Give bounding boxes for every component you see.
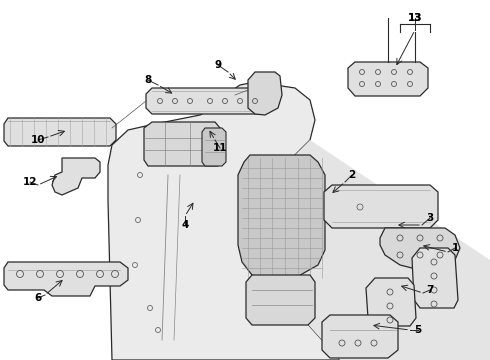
Text: 4: 4: [181, 220, 189, 230]
Text: 7: 7: [426, 285, 434, 295]
Polygon shape: [322, 315, 398, 358]
Text: 6: 6: [34, 293, 42, 303]
Polygon shape: [268, 140, 490, 360]
Polygon shape: [412, 248, 458, 308]
Text: 1: 1: [451, 243, 459, 253]
Polygon shape: [144, 122, 222, 166]
Text: 8: 8: [145, 75, 151, 85]
Text: 5: 5: [415, 325, 421, 335]
Text: 12: 12: [23, 177, 37, 187]
Polygon shape: [268, 200, 490, 360]
Polygon shape: [52, 158, 100, 195]
Text: 13: 13: [408, 13, 422, 23]
Text: 10: 10: [31, 135, 45, 145]
Polygon shape: [4, 262, 128, 296]
Polygon shape: [202, 128, 226, 166]
Polygon shape: [146, 88, 264, 114]
Polygon shape: [246, 275, 315, 325]
Polygon shape: [366, 278, 416, 326]
Text: 3: 3: [426, 213, 434, 223]
Polygon shape: [348, 62, 428, 96]
Polygon shape: [108, 82, 340, 360]
Polygon shape: [4, 118, 116, 146]
Text: 11: 11: [213, 143, 227, 153]
Polygon shape: [238, 155, 325, 282]
Text: 13: 13: [408, 13, 422, 23]
Text: 2: 2: [348, 170, 356, 180]
Text: 9: 9: [215, 60, 221, 70]
Polygon shape: [380, 228, 460, 270]
Polygon shape: [324, 185, 438, 228]
Polygon shape: [248, 72, 282, 115]
